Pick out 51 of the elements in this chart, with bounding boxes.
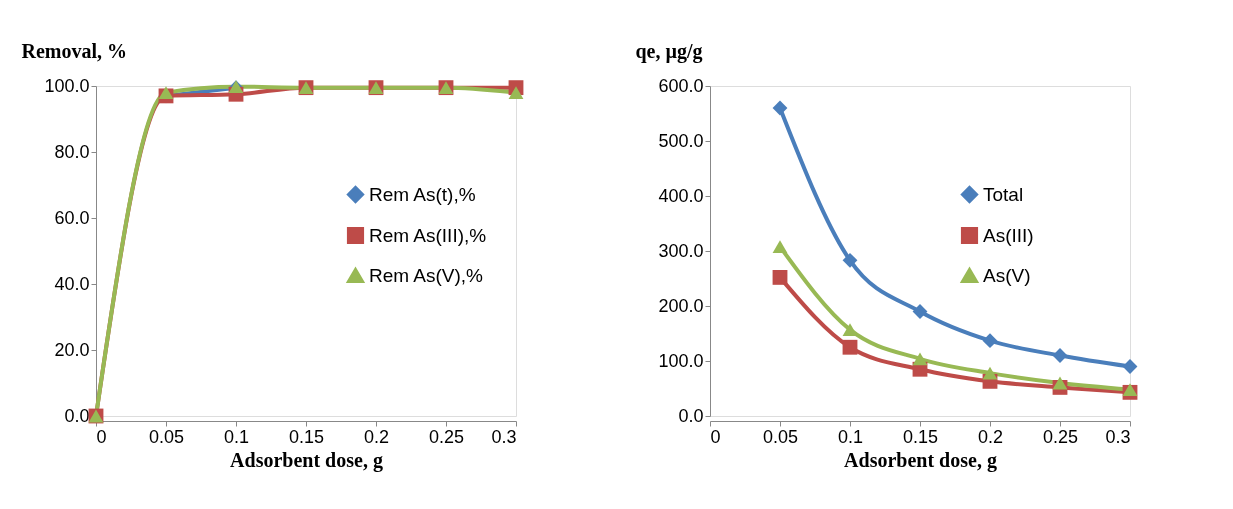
y-axis-title: Removal, % xyxy=(21,39,128,62)
x-axis-title: Adsorbent dose, g xyxy=(844,448,997,472)
point xyxy=(1052,376,1068,390)
point xyxy=(982,333,998,349)
y-tick-label: 300.0 xyxy=(658,240,704,261)
x-tick-label: 0 xyxy=(96,426,107,447)
point xyxy=(982,366,998,380)
x-tick-label: 0.1 xyxy=(837,426,864,447)
point xyxy=(1052,348,1068,363)
x-tick-label: 0.2 xyxy=(977,426,1004,447)
point xyxy=(772,269,788,285)
x-tick-label: 0.05 xyxy=(148,426,185,447)
y-tick-label: 0.0 xyxy=(64,405,90,426)
y-tick-label: 20.0 xyxy=(54,339,90,360)
point xyxy=(912,304,928,319)
legend-label: Rem As(t),% xyxy=(369,183,476,205)
legend-label: Rem As(III),% xyxy=(369,224,487,246)
x-tick-label: 0.05 xyxy=(762,426,799,447)
point xyxy=(842,252,858,268)
x-tick-label: 0.15 xyxy=(288,426,325,447)
point xyxy=(158,86,174,100)
x-tick-label: 0.3 xyxy=(491,426,517,447)
legend-label: As(V) xyxy=(983,264,1031,286)
y-axis-title: qe, µg/g xyxy=(635,39,703,63)
y-tick-label: 100.0 xyxy=(658,350,704,371)
point xyxy=(508,86,524,100)
legend-label: Rem As(V),% xyxy=(369,264,484,286)
point xyxy=(772,100,788,116)
point xyxy=(1122,359,1138,374)
x-tick-label: 0.15 xyxy=(902,426,939,447)
y-tick-label: 200.0 xyxy=(658,295,704,316)
point xyxy=(912,352,928,366)
x-axis-title: Adsorbent dose, g xyxy=(230,448,383,472)
x-tick-label: 0.1 xyxy=(223,426,250,447)
y-tick-label: 600.0 xyxy=(658,75,704,96)
x-tick-label: 0 xyxy=(710,426,721,447)
x-tick-label: 0.25 xyxy=(1042,426,1079,447)
y-tick-label: 60.0 xyxy=(54,207,90,228)
y-tick-label: 0.0 xyxy=(678,405,704,426)
legend-label: As(III) xyxy=(983,224,1034,246)
point xyxy=(842,339,858,355)
point xyxy=(772,240,788,254)
y-tick-label: 100.0 xyxy=(44,75,90,96)
y-tick-label: 400.0 xyxy=(658,185,704,206)
legend-label: Total xyxy=(983,183,1024,205)
y-tick-label: 80.0 xyxy=(54,141,90,162)
x-tick-label: 0.3 xyxy=(1105,426,1131,447)
y-tick-label: 500.0 xyxy=(658,130,704,151)
x-tick-label: 0.2 xyxy=(363,426,390,447)
y-tick-label: 40.0 xyxy=(54,273,90,294)
x-tick-label: 0.25 xyxy=(428,426,465,447)
